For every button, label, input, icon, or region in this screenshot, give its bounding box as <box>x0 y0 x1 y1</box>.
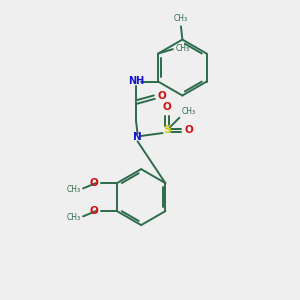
Text: O: O <box>90 206 98 216</box>
Text: CH₃: CH₃ <box>67 185 81 194</box>
Text: CH₃: CH₃ <box>174 14 188 23</box>
Text: O: O <box>185 125 194 135</box>
Text: O: O <box>157 91 166 101</box>
Text: O: O <box>90 178 98 188</box>
Text: CH₃: CH₃ <box>181 107 195 116</box>
Text: CH₃: CH₃ <box>67 213 81 222</box>
Text: CH₃: CH₃ <box>175 44 189 53</box>
Text: S: S <box>163 125 171 135</box>
Text: N: N <box>133 133 142 142</box>
Text: O: O <box>163 102 171 112</box>
Text: NH: NH <box>128 76 144 86</box>
